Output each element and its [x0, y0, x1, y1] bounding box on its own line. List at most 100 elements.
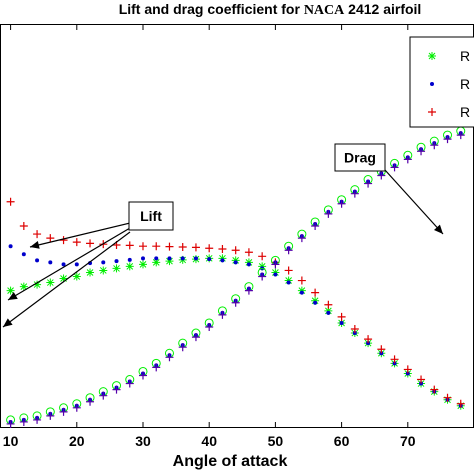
data-point: [443, 393, 452, 402]
data-point: [138, 260, 147, 269]
data-point: [273, 272, 278, 277]
data-point: [403, 365, 412, 374]
title-suffix: 2412 airfoil: [348, 1, 421, 17]
data-point: [86, 268, 95, 277]
data-point: [218, 245, 227, 254]
legend-label: R: [460, 76, 470, 92]
data-point: [352, 331, 357, 336]
x-tick-label: 30: [135, 433, 151, 449]
data-point: [125, 262, 134, 271]
axes-frame: [0, 24, 474, 428]
data-point: [390, 163, 399, 172]
data-point: [72, 238, 81, 247]
data-point: [99, 391, 108, 400]
data-point: [258, 262, 267, 271]
data-point: [180, 256, 185, 261]
data-point: [21, 252, 26, 257]
lift-arrow: [2, 231, 131, 328]
data-point: [152, 363, 161, 372]
data-point: [284, 276, 293, 285]
data-point: [350, 189, 359, 198]
data-point: [72, 272, 81, 281]
data-point: [299, 290, 304, 295]
data-point: [403, 155, 412, 164]
data-point: [6, 419, 15, 428]
data-point: [417, 147, 426, 156]
data-point: [125, 241, 134, 250]
data-point: [430, 141, 439, 150]
data-point: [218, 254, 227, 263]
data-point: [72, 403, 81, 412]
data-point: [271, 260, 280, 269]
data-point: [258, 272, 267, 281]
data-point: [246, 262, 251, 267]
title-naca: NACA: [304, 3, 345, 18]
data-point: [324, 300, 333, 309]
data-point: [258, 252, 267, 261]
data-point: [231, 246, 240, 255]
data-point: [377, 345, 386, 354]
data-point: [167, 256, 172, 261]
data-point: [339, 320, 344, 325]
data-point: [286, 280, 291, 285]
data-point: [244, 248, 253, 257]
x-tick-label: 50: [268, 433, 284, 449]
x-tick-label: 20: [69, 433, 85, 449]
data-point: [205, 323, 214, 331]
data-point: [350, 325, 359, 334]
data-point: [297, 286, 306, 295]
data-point: [33, 230, 42, 239]
data-point: [48, 260, 53, 265]
data-point: [417, 375, 426, 384]
data-point: [337, 312, 346, 321]
lift-arrow-head: [3, 318, 13, 327]
x-tick-label: 60: [334, 433, 350, 449]
drag-arrow: [384, 169, 444, 235]
data-point: [297, 276, 306, 285]
data-point: [324, 306, 333, 315]
data-point: [191, 333, 200, 342]
data-point: [405, 371, 410, 376]
data-point: [419, 381, 424, 386]
data-point: [284, 266, 293, 275]
x-tick-label: 10: [3, 433, 19, 449]
data-point: [379, 351, 384, 356]
data-point: [311, 222, 320, 230]
data-point: [86, 239, 95, 248]
legend-label: R: [460, 48, 470, 64]
data-point: [428, 52, 436, 60]
data-point: [366, 341, 371, 346]
data-point: [138, 242, 147, 251]
data-point: [218, 310, 227, 319]
data-point: [364, 335, 373, 344]
data-point: [337, 199, 346, 208]
lift-annotation-label: Lift: [140, 208, 162, 224]
data-point: [19, 417, 28, 426]
data-point: [35, 258, 40, 263]
data-point: [178, 343, 187, 352]
data-point: [456, 399, 465, 408]
data-point: [33, 415, 42, 424]
drag-annotation-box: [334, 143, 386, 172]
drag-annotation-label: Drag: [344, 150, 376, 166]
data-point: [6, 286, 15, 295]
data-point: [244, 258, 253, 267]
data-point: [326, 310, 331, 315]
data-point: [456, 131, 465, 140]
data-point: [430, 385, 439, 394]
data-point: [46, 278, 55, 287]
data-point: [233, 260, 238, 265]
data-point: [74, 262, 79, 267]
data-point: [112, 264, 121, 273]
data-point: [193, 256, 198, 261]
data-point: [8, 244, 13, 249]
data-point: [140, 256, 145, 261]
data-point: [101, 260, 106, 265]
drag-arrow-head: [433, 224, 443, 234]
data-point: [313, 300, 318, 305]
lift-arrow-head: [8, 291, 18, 300]
data-point: [6, 197, 15, 206]
data-point: [46, 234, 55, 243]
data-point: [430, 82, 434, 86]
